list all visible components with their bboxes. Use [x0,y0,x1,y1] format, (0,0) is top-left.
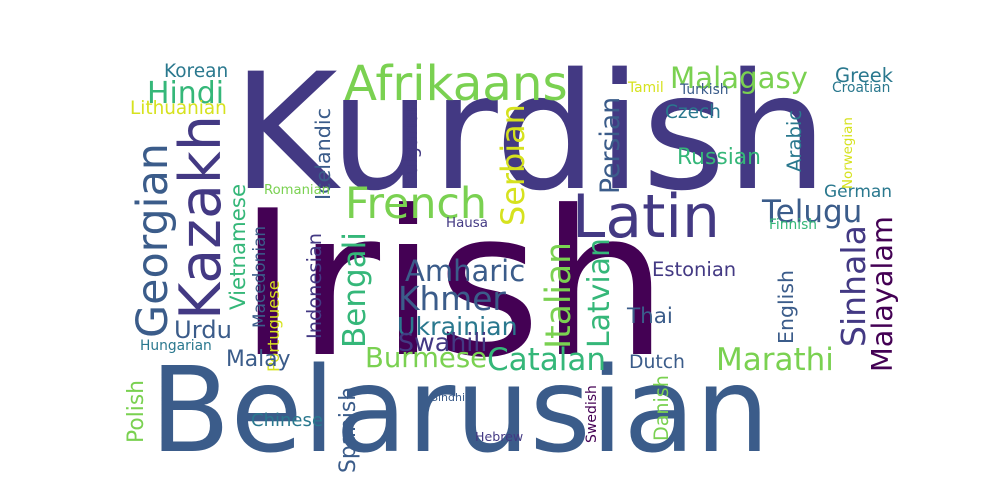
word-polish: Polish [123,380,149,443]
word-malagasy: Malagasy [670,61,808,95]
word-khmer: Khmer [398,280,506,318]
word-burmese: Burmese [365,342,488,374]
word-catalan: Catalan [487,342,607,378]
word-arabic: Arabic [782,109,806,172]
word-czech: Czech [665,102,721,123]
word-thai: Thai [627,304,673,329]
word-norwegian: Norwegian [840,117,856,189]
word-ukrainian: Ukrainian [397,312,518,341]
word-german: German [824,182,893,202]
word-korean: Korean [164,61,229,82]
word-latvian: Latvian [582,238,618,348]
word-hebrew: Hebrew [475,429,524,444]
word-estonian: Estonian [652,258,737,281]
word-sindhi: Sindhi [431,391,466,404]
word-bulgarian: Bulgarian [400,100,422,188]
word-italian: Italian [538,241,579,349]
word-persian: Persian [595,96,627,194]
word-indonesian: Indonesian [302,232,326,339]
word-kazakh: Kazakh [167,115,234,320]
word-telugu: Telugu [762,194,863,230]
word-latin: Latin [572,182,720,252]
word-hausa: Hausa [446,216,488,231]
word-amharic: Amharic [405,254,526,288]
word-lithuanian: Lithuanian [130,98,227,119]
word-belarusian: Belarusian [150,342,770,479]
word-hindi: Hindi [147,76,225,111]
word-kurdish: Kurdish [232,39,828,226]
word-french: French [345,179,487,229]
word-dutch: Dutch [629,352,685,373]
word-finnish: Finnish [769,217,818,233]
word-croatian: Croatian [832,80,891,96]
word-serbian: Serbian [494,104,533,226]
word-malay: Malay [226,347,291,372]
word-english: English [774,269,799,344]
word-swahili: Swahili [398,328,488,357]
word-chinese: Chinese [251,410,323,431]
word-swedish: Swedish [584,385,601,443]
word-malayalam: Malayalam [864,216,899,372]
word-romanian: Romanian [264,183,331,198]
word-irish: Irish [238,168,669,402]
word-vietnamese: Vietnamese [225,183,251,310]
word-georgian: Georgian [127,143,178,338]
word-hungarian: Hungarian [140,338,212,354]
word-turkish: Turkish [680,82,729,98]
word-afrikaans: Afrikaans [344,56,568,112]
word-tamil: Tamil [628,80,664,96]
word-urdu: Urdu [174,316,232,344]
word-russian: Russian [677,145,761,170]
word-spanish: Spanish [335,386,361,473]
word-danish: Danish [649,375,673,441]
word-marathi: Marathi [716,342,834,378]
word-greek: Greek [835,64,893,87]
word-bengali: Bengali [336,232,373,348]
